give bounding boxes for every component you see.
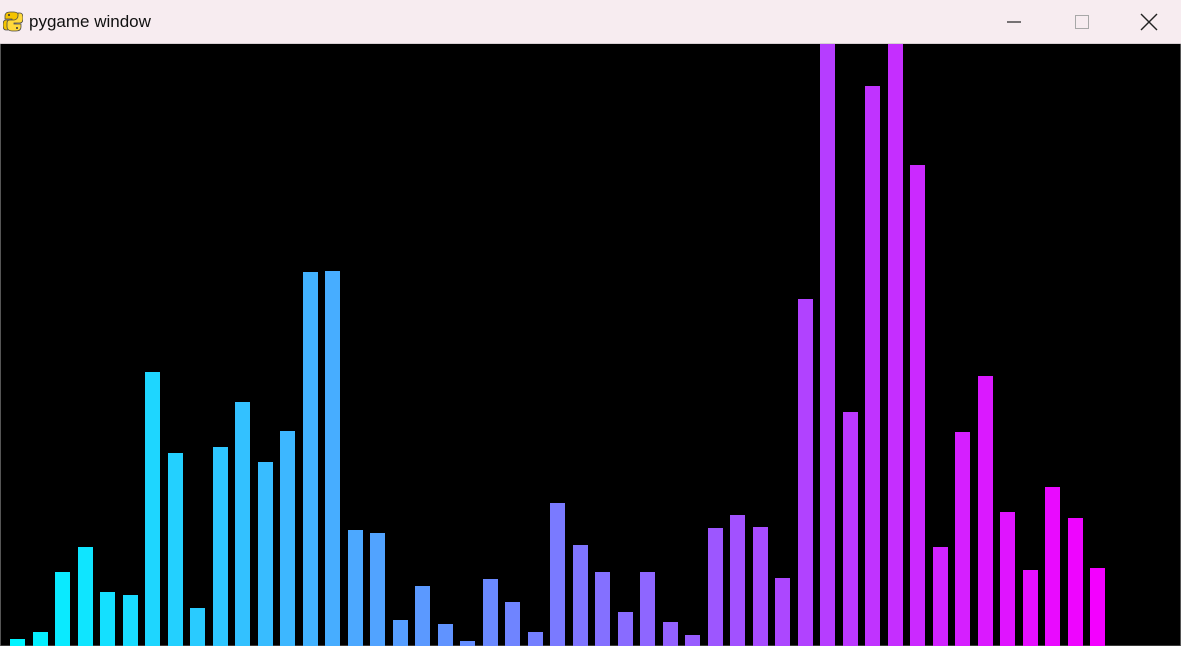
frequency-bar [325, 271, 340, 646]
frequency-bar [483, 579, 498, 646]
frequency-bar [888, 44, 903, 646]
window-left-edge [0, 44, 1, 646]
frequency-bar [190, 608, 205, 646]
frequency-bar [168, 453, 183, 646]
frequency-bar [55, 572, 70, 646]
frequency-bar [10, 639, 25, 646]
frequency-bar [1045, 487, 1060, 646]
frequency-bar [1068, 518, 1083, 646]
minimize-icon [1007, 21, 1021, 23]
frequency-bar [100, 592, 115, 646]
frequency-bar [505, 602, 520, 646]
window-title: pygame window [29, 12, 151, 31]
frequency-bar [663, 622, 678, 646]
frequency-bar [213, 447, 228, 646]
frequency-bar [550, 503, 565, 646]
frequency-bar [438, 624, 453, 646]
frequency-bar [910, 165, 925, 646]
frequency-bar [595, 572, 610, 646]
frequency-bar [640, 572, 655, 646]
frequency-bar [348, 530, 363, 646]
frequency-bar [78, 547, 93, 646]
frequency-bar [730, 515, 745, 646]
frequency-bar [528, 632, 543, 646]
maximize-icon [1075, 15, 1089, 29]
frequency-bar [843, 412, 858, 646]
frequency-bar [460, 641, 475, 646]
frequency-bar [370, 533, 385, 646]
pygame-snake-icon [3, 11, 23, 32]
frequency-bar [280, 431, 295, 646]
frequency-bar [573, 545, 588, 646]
frequency-bar [798, 299, 813, 646]
frequency-bar [978, 376, 993, 646]
frequency-bar [145, 372, 160, 646]
frequency-bar [775, 578, 790, 646]
frequency-bar [258, 462, 273, 646]
frequency-bar [820, 44, 835, 646]
frequency-bar [933, 547, 948, 646]
frequency-bar [415, 586, 430, 646]
frequency-bar [753, 527, 768, 646]
minimize-button[interactable] [980, 0, 1048, 44]
close-icon [1140, 13, 1157, 31]
visualizer-canvas [0, 44, 1181, 646]
frequency-bar [955, 432, 970, 646]
frequency-bar [865, 86, 880, 646]
frequency-bar [303, 272, 318, 646]
frequency-bar [123, 595, 138, 646]
frequency-bar [1090, 568, 1105, 646]
title-bar[interactable]: pygame window [0, 0, 1181, 44]
frequency-bar [685, 635, 700, 646]
frequency-bar [393, 620, 408, 646]
frequency-bar [1000, 512, 1015, 646]
frequency-bar [235, 402, 250, 646]
close-button[interactable] [1116, 0, 1181, 44]
frequency-bar [1023, 570, 1038, 646]
frequency-bar [618, 612, 633, 646]
maximize-button[interactable] [1048, 0, 1116, 44]
frequency-bar [33, 632, 48, 646]
frequency-bar [708, 528, 723, 646]
